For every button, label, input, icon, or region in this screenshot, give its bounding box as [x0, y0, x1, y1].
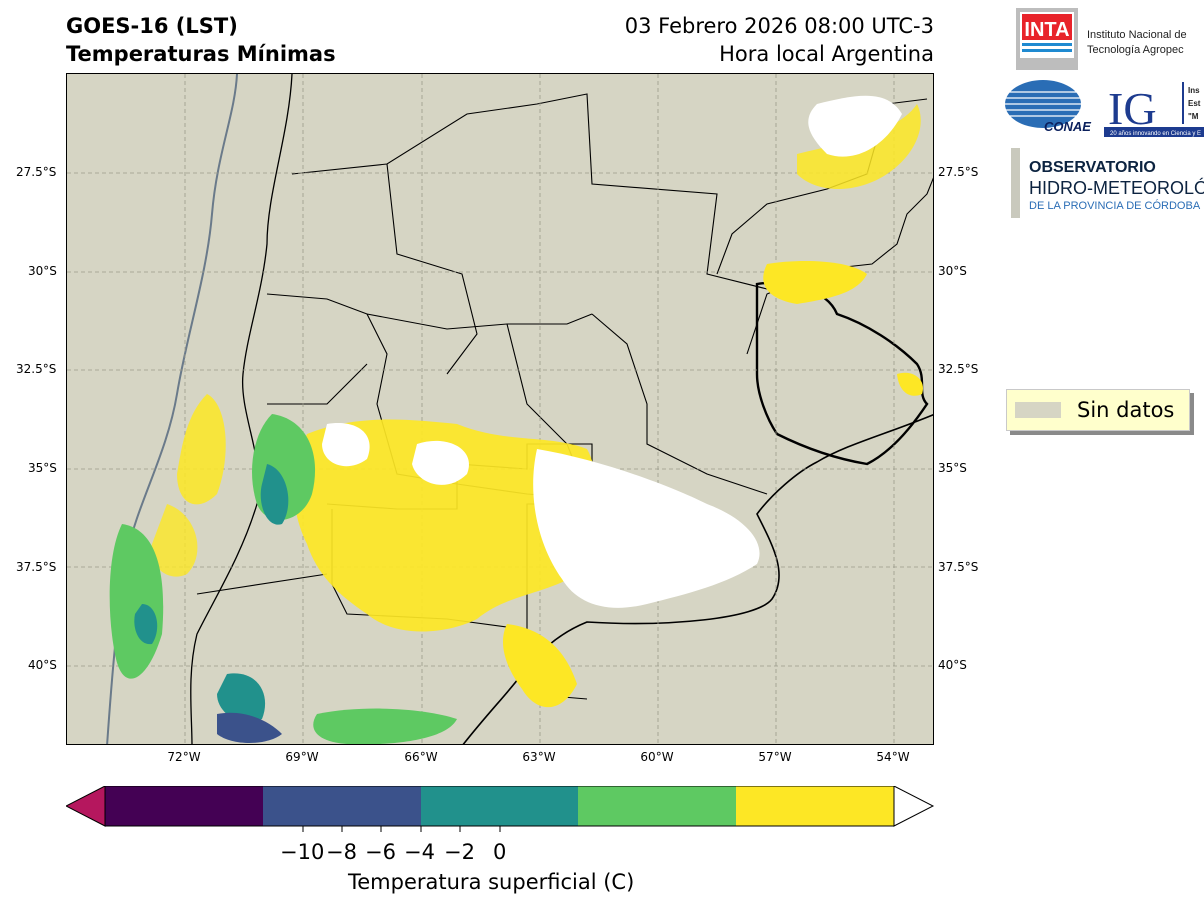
colorbar-segment — [736, 786, 894, 826]
colorbar-segment — [578, 786, 736, 826]
map-canvas — [67, 74, 933, 744]
logos-canvas: INTA Instituto Nacional de Tecnología Ag… — [1005, 8, 1204, 218]
colorbar-label: Temperatura superficial (C) — [348, 870, 635, 894]
map-title: GOES-16 (LST) Temperaturas Mínimas — [66, 12, 336, 68]
observatorio-logo: OBSERVATORIO HIDRO-METEOROLÓG DE LA PROV… — [1011, 148, 1204, 218]
colorbar-tick-label: −10 — [280, 840, 325, 864]
colorbar-segment — [105, 786, 263, 826]
lat-label-left: 32.5°S — [16, 362, 57, 376]
no-data-swatch — [1015, 402, 1061, 418]
colorbar-tick-label: −6 — [365, 840, 396, 864]
ocean-east — [507, 414, 933, 744]
andes-border — [190, 74, 293, 744]
temp-patch-yellow — [151, 104, 923, 708]
obs-line-3: DE LA PROVINCIA DE CÓRDOBA — [1029, 199, 1201, 212]
colorbar-under-triangle — [64, 785, 106, 827]
no-data-label: Sin datos — [1077, 398, 1175, 422]
lon-label: 72°W — [167, 750, 201, 764]
datetime-line1: 03 Febrero 2026 08:00 UTC-3 — [624, 14, 934, 38]
institution-logos: INTA Instituto Nacional de Tecnología Ag… — [1000, 0, 1204, 230]
lat-label-right: 27.5°S — [938, 165, 979, 179]
lon-label: 69°W — [285, 750, 319, 764]
lat-label-left: 30°S — [28, 264, 57, 278]
ig-sub-2: Est — [1188, 99, 1201, 108]
lat-label-left: 37.5°S — [16, 560, 57, 574]
colorbar-tick-label: −2 — [444, 840, 475, 864]
colorbar-tick-label: −8 — [326, 840, 357, 864]
colorbar-segment — [263, 786, 421, 826]
title-line1: GOES-16 (LST) — [66, 14, 238, 38]
ig-sub-1: Ins — [1188, 86, 1200, 95]
inta-name-2: Tecnología Agropec — [1087, 44, 1184, 56]
temp-patch-teal — [134, 464, 289, 723]
colorbar-segment — [421, 786, 578, 826]
inta-text: INTA — [1024, 19, 1069, 41]
obs-line-1: OBSERVATORIO — [1029, 159, 1156, 176]
lat-label-left: 27.5°S — [16, 165, 57, 179]
colorbar-ticks — [302, 826, 501, 832]
ig-text: IG — [1108, 83, 1157, 134]
inta-logo: INTA Instituto Nacional de Tecnología Ag… — [1016, 8, 1187, 70]
temp-patch-purple — [217, 712, 282, 743]
lat-label-right: 40°S — [938, 658, 967, 672]
colorbar-tick-label: 0 — [493, 840, 507, 864]
temp-patch-white — [322, 95, 902, 608]
no-data-legend: Sin datos — [1006, 389, 1190, 431]
lat-label-right: 32.5°S — [938, 362, 979, 376]
lat-label-right: 35°S — [938, 461, 967, 475]
lon-label: 63°W — [522, 750, 556, 764]
lon-label: 66°W — [404, 750, 438, 764]
conae-logo: CONAE — [1005, 80, 1091, 134]
uruguay-border — [755, 281, 929, 466]
lon-label: 57°W — [758, 750, 792, 764]
lat-label-right: 30°S — [938, 264, 967, 278]
title-line2: Temperaturas Mínimas — [66, 42, 336, 66]
ig-band-text: 20 años innovando en Ciencia y E — [1110, 131, 1201, 137]
lat-label-right: 37.5°S — [938, 560, 979, 574]
datetime-line2: Hora local Argentina — [719, 42, 934, 66]
ocean-west — [67, 74, 237, 744]
obs-line-2: HIDRO-METEOROLÓG — [1029, 177, 1204, 198]
inta-name-1: Instituto Nacional de — [1087, 29, 1187, 41]
temperature-map — [66, 73, 934, 745]
lat-label-left: 35°S — [28, 461, 57, 475]
map-datetime: 03 Febrero 2026 08:00 UTC-3 Hora local A… — [625, 12, 934, 68]
ig-logo: IG Ins Est "M 20 años innovando en Cienc… — [1104, 82, 1204, 137]
colorbar — [64, 785, 936, 832]
lon-label: 60°W — [640, 750, 674, 764]
colorbar-over-triangle — [893, 785, 935, 827]
colorbar-canvas — [64, 785, 935, 827]
conae-text: CONAE — [1044, 119, 1091, 134]
ig-sub-3: "M — [1188, 112, 1199, 121]
colorbar-tick-label: −4 — [404, 840, 435, 864]
lon-label: 54°W — [876, 750, 910, 764]
lat-label-left: 40°S — [28, 658, 57, 672]
